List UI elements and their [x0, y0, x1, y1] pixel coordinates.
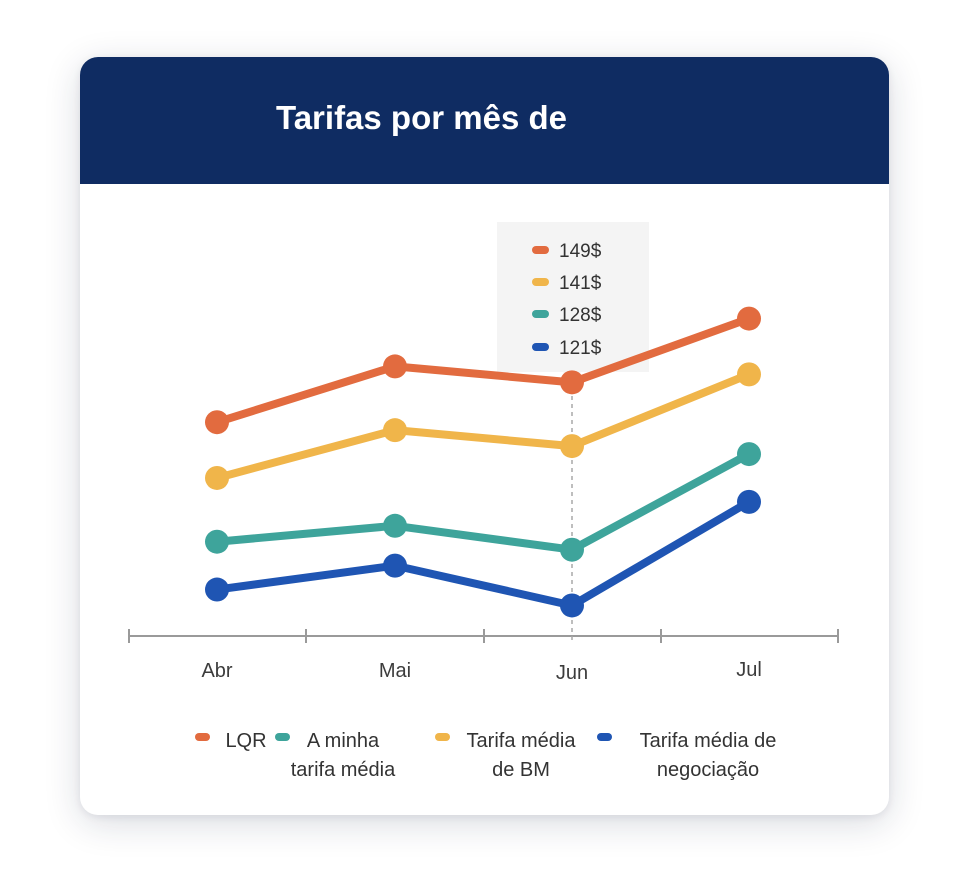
- tooltip-swatch: [532, 343, 549, 351]
- series-tarifa-média-de-bm: [205, 362, 761, 490]
- data-point[interactable]: [560, 370, 584, 395]
- data-point[interactable]: [205, 410, 229, 435]
- tooltip-value: 121$: [559, 338, 602, 359]
- tooltip-value: 128$: [559, 305, 602, 326]
- data-point[interactable]: [737, 442, 761, 467]
- legend-swatch: [597, 733, 612, 741]
- legend-label: Tarifa média de negociação: [639, 730, 777, 781]
- data-point[interactable]: [205, 529, 229, 554]
- card-header: Tarifas por mês de: [80, 57, 889, 184]
- data-point[interactable]: [737, 489, 761, 514]
- legend-label: A minha tarifa média: [290, 730, 396, 781]
- data-point[interactable]: [383, 418, 407, 443]
- data-point[interactable]: [560, 434, 584, 459]
- series-line: [213, 314, 753, 427]
- legend-swatch: [275, 733, 290, 741]
- legend-swatch: [435, 733, 450, 741]
- legend-label: LQR: [225, 730, 267, 752]
- tooltip-box: [497, 222, 649, 381]
- tooltip-value: 141$: [559, 273, 602, 294]
- tooltip-swatch: [532, 310, 549, 318]
- series-line: [213, 450, 753, 554]
- tooltip-value: 149$: [559, 241, 602, 262]
- tooltip: 149$ 141$ 128$ 121$: [497, 222, 649, 381]
- series-lqr: [205, 306, 761, 435]
- data-point[interactable]: [383, 553, 407, 578]
- series-tarifa-média-de-negociação: [205, 489, 761, 618]
- x-tick-label: Jul: [736, 659, 762, 681]
- x-tick-label: Abr: [201, 660, 232, 682]
- chart-card: Tarifas por mês de: [80, 57, 889, 815]
- chart-title: Tarifas por mês de: [276, 99, 567, 136]
- legend-swatch: [195, 733, 210, 741]
- data-point[interactable]: [737, 306, 761, 331]
- data-point[interactable]: [560, 593, 584, 618]
- series-line: [213, 497, 753, 610]
- series-line: [213, 370, 753, 482]
- x-tick-label: Jun: [556, 662, 588, 684]
- data-point[interactable]: [737, 362, 761, 387]
- legend-label: Tarifa média de BM: [466, 730, 576, 781]
- data-point[interactable]: [383, 354, 407, 379]
- x-tick-label: Mai: [379, 660, 411, 682]
- data-point[interactable]: [205, 465, 229, 490]
- series-a-minha-tarifa-média: [205, 442, 761, 562]
- tooltip-swatch: [532, 278, 549, 286]
- data-point[interactable]: [560, 537, 584, 562]
- data-point[interactable]: [205, 577, 229, 602]
- tooltip-swatch: [532, 246, 549, 254]
- data-point[interactable]: [383, 513, 407, 538]
